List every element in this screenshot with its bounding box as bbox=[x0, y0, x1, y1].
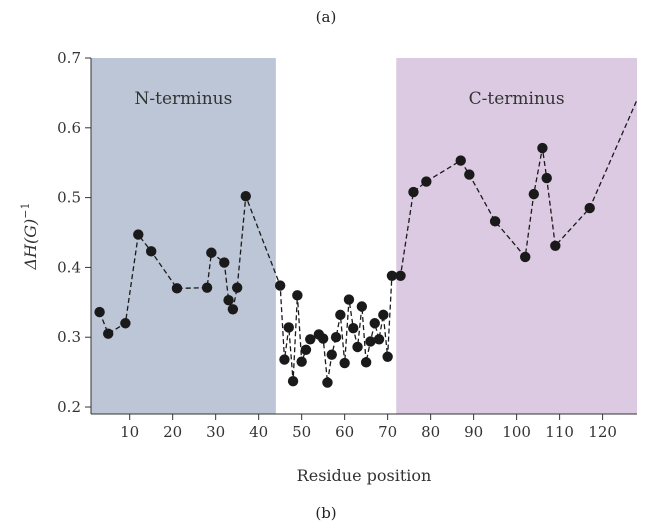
data-point bbox=[317, 333, 329, 344]
x-tick-label: 30 bbox=[206, 423, 225, 441]
data-point bbox=[201, 282, 213, 293]
data-point bbox=[382, 351, 393, 362]
data-point bbox=[386, 270, 398, 281]
data-point bbox=[360, 357, 372, 368]
regions-layer bbox=[91, 58, 637, 414]
data-point bbox=[330, 332, 342, 343]
x-tick-label: 80 bbox=[421, 423, 440, 441]
region-label: N-terminus bbox=[135, 89, 233, 109]
data-point bbox=[287, 375, 299, 387]
series-line bbox=[98, 99, 638, 383]
data-point bbox=[369, 318, 380, 329]
data-point bbox=[223, 295, 234, 306]
data-point bbox=[274, 280, 286, 291]
data-point bbox=[145, 246, 157, 257]
data-point bbox=[296, 356, 307, 367]
data-point bbox=[322, 377, 333, 388]
data-point bbox=[339, 357, 350, 369]
region-n-terminus bbox=[91, 58, 276, 414]
data-point bbox=[300, 344, 312, 355]
data-point bbox=[373, 334, 385, 345]
panel-label-a: (a) bbox=[315, 8, 337, 26]
data-point bbox=[219, 257, 230, 268]
data-point bbox=[227, 304, 239, 315]
x-tick-label: 20 bbox=[163, 423, 182, 441]
series-line-layer bbox=[98, 99, 638, 383]
region-c-terminus bbox=[396, 58, 637, 414]
data-point bbox=[520, 251, 531, 263]
y-axis-title: ΔH(G)−1 bbox=[19, 203, 40, 271]
x-tick-label: 50 bbox=[292, 423, 311, 441]
data-point bbox=[464, 169, 475, 180]
y-tick-label: 0.7 bbox=[57, 49, 81, 67]
axes-layer bbox=[85, 57, 637, 420]
data-points-layer bbox=[94, 142, 595, 388]
data-point bbox=[365, 336, 376, 347]
data-point bbox=[537, 142, 548, 154]
x-tick-label: 110 bbox=[545, 423, 574, 441]
data-point bbox=[133, 229, 144, 240]
x-tick-label: 40 bbox=[249, 423, 268, 441]
data-point bbox=[279, 354, 290, 365]
data-point bbox=[378, 309, 389, 321]
data-point bbox=[231, 282, 243, 293]
data-point bbox=[455, 155, 466, 166]
y-tick-label: 0.6 bbox=[57, 119, 81, 137]
y-tick-label: 0.5 bbox=[57, 189, 81, 207]
data-point bbox=[94, 306, 105, 318]
data-point bbox=[240, 191, 251, 202]
data-point bbox=[326, 349, 337, 360]
data-point bbox=[356, 301, 368, 312]
data-point bbox=[102, 328, 114, 339]
data-point bbox=[171, 283, 183, 294]
panel-label-b: (b) bbox=[315, 504, 337, 522]
data-point bbox=[343, 294, 355, 305]
x-axis-title: Residue position bbox=[297, 466, 432, 485]
data-point bbox=[395, 270, 406, 281]
region-label: C-terminus bbox=[469, 89, 565, 109]
data-point bbox=[206, 247, 217, 258]
data-point bbox=[283, 322, 294, 333]
data-point bbox=[120, 318, 131, 329]
x-tick-label: 90 bbox=[464, 423, 483, 441]
x-tick-label: 70 bbox=[378, 423, 397, 441]
y-tick-label: 0.2 bbox=[57, 398, 81, 416]
x-tick-label: 10 bbox=[120, 423, 139, 441]
data-point bbox=[421, 176, 432, 187]
data-point bbox=[528, 188, 540, 200]
data-point bbox=[335, 309, 346, 321]
y-tick-label: 0.3 bbox=[57, 328, 81, 346]
x-tick-label: 60 bbox=[335, 423, 354, 441]
x-tick-label: 100 bbox=[502, 423, 531, 441]
data-point bbox=[352, 341, 363, 353]
labels-layer: N-terminus C-terminus 0.2 0.3 0.4 0.5 0.6 0.7 10… bbox=[19, 49, 617, 485]
data-point bbox=[292, 290, 303, 301]
data-point bbox=[489, 216, 501, 227]
y-tick-label: 0.4 bbox=[57, 258, 81, 276]
data-point bbox=[541, 172, 552, 184]
data-point bbox=[305, 334, 316, 345]
data-point bbox=[408, 186, 419, 198]
data-point bbox=[584, 202, 595, 214]
x-tick-label: 120 bbox=[588, 423, 617, 441]
data-point bbox=[550, 240, 561, 251]
data-point bbox=[348, 322, 359, 334]
